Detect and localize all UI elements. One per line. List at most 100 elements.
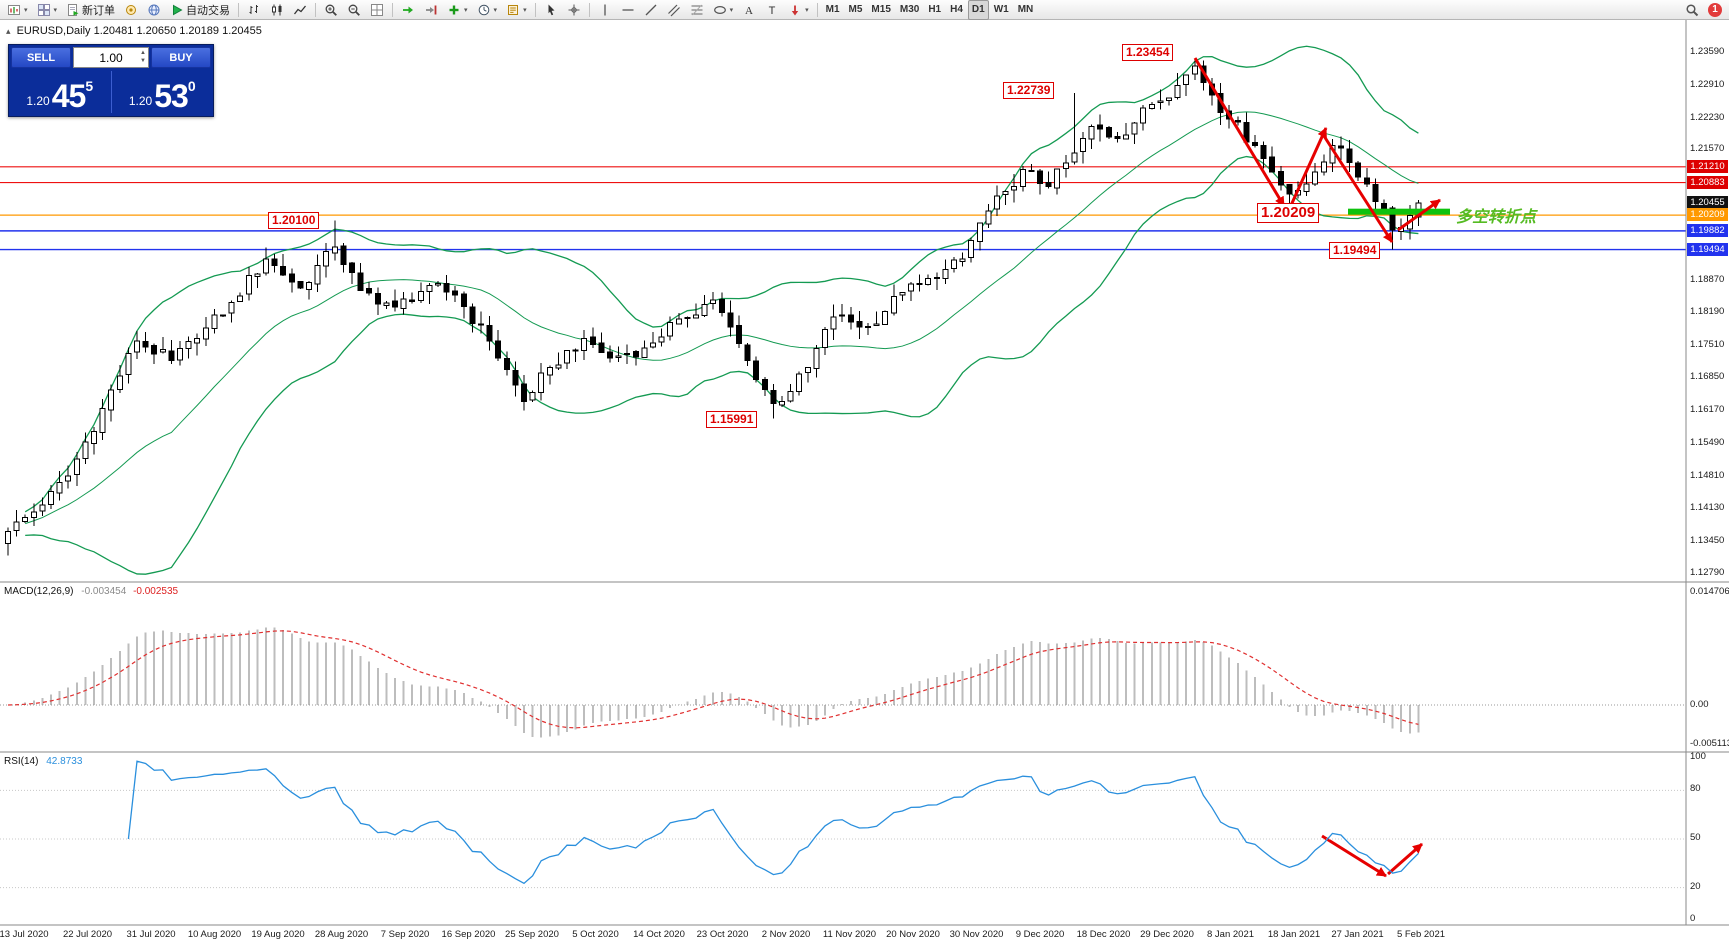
tf-m5[interactable]: M5 — [845, 0, 867, 20]
buy-button[interactable]: BUY — [151, 47, 211, 68]
toolbar-separator — [534, 2, 536, 17]
tf-h1-label: H1 — [928, 4, 942, 15]
tf-mn[interactable]: MN — [1014, 0, 1038, 20]
date-axis-label: 9 Dec 2020 — [1015, 929, 1065, 940]
price-annotation[interactable]: 1.23454 — [1122, 44, 1174, 61]
volume-stepper[interactable]: ▲ ▼ — [140, 49, 146, 65]
horizontal-line-button[interactable] — [617, 0, 639, 20]
date-axis-label: 18 Jan 2021 — [1267, 929, 1321, 940]
tile-windows-button[interactable] — [366, 0, 388, 20]
price-annotation[interactable]: 1.20100 — [268, 212, 320, 229]
price-annotation[interactable]: 1.20209 — [1257, 203, 1320, 223]
sell-price-button[interactable]: 1.20 45 5 — [9, 68, 111, 116]
collapse-icon[interactable]: ▴ — [6, 26, 11, 36]
trend-arrow[interactable] — [1322, 135, 1394, 243]
cursor-button[interactable] — [540, 0, 562, 20]
autotrading-button[interactable]: 自动交易 — [166, 0, 234, 20]
community-icon — [147, 3, 161, 17]
trendline-button[interactable] — [640, 0, 662, 20]
sell-button[interactable]: SELL — [11, 47, 71, 68]
horizontal-level-lines[interactable] — [0, 166, 1686, 251]
auto-scroll-icon — [401, 3, 415, 17]
text-button[interactable]: A — [738, 0, 760, 20]
trend-arrow[interactable] — [1193, 57, 1286, 207]
macd-signal-line — [7, 630, 1419, 729]
date-axis-label: 5 Oct 2020 — [572, 929, 619, 940]
chart-shift-button[interactable] — [420, 0, 442, 20]
trend-arrow[interactable] — [1397, 198, 1441, 232]
tf-m1[interactable]: M1 — [822, 0, 844, 20]
tf-h1[interactable]: H1 — [924, 0, 945, 20]
rsi-axis-label: 50 — [1690, 832, 1701, 843]
date-axis-label: 16 Sep 2020 — [441, 929, 496, 940]
tile-windows-icon — [370, 3, 384, 17]
cursor-icon — [544, 3, 558, 17]
trend-arrow[interactable] — [1387, 842, 1423, 876]
arrows-button[interactable]: ▾ — [784, 0, 813, 20]
stepper-up-icon[interactable]: ▲ — [140, 50, 146, 56]
price-divider — [110, 71, 112, 113]
rsi-line — [127, 760, 1419, 885]
metaeditor-button[interactable] — [120, 0, 142, 20]
line-chart-button[interactable] — [289, 0, 311, 20]
price-tag: 1.20883 — [1687, 175, 1728, 189]
price-axis-label: 1.16170 — [1690, 403, 1725, 415]
buy-price-button[interactable]: 1.20 53 0 — [112, 68, 214, 116]
channel-button[interactable] — [663, 0, 685, 20]
chevron-down-icon: ▾ — [729, 6, 734, 14]
tf-h4[interactable]: H4 — [946, 0, 967, 20]
auto-scroll-button[interactable] — [397, 0, 419, 20]
tf-w1[interactable]: W1 — [990, 0, 1013, 20]
volume-input[interactable]: 1.00 ▲ ▼ — [73, 47, 149, 68]
tf-m30[interactable]: M30 — [896, 0, 923, 20]
price-annotation[interactable]: 1.22739 — [1003, 82, 1055, 99]
periods-button[interactable]: ▾ — [473, 0, 502, 20]
chevron-down-icon: ▾ — [24, 6, 28, 14]
indicators-button[interactable]: ▾ — [443, 0, 472, 20]
date-axis-label: 7 Sep 2020 — [380, 929, 430, 940]
profiles-icon — [37, 3, 51, 17]
turning-point-label[interactable]: 多空转折点 — [1456, 209, 1537, 226]
metaeditor-icon — [124, 3, 138, 17]
tf-d1[interactable]: D1 — [967, 0, 989, 20]
stepper-down-icon[interactable]: ▼ — [140, 58, 146, 64]
zoom-out-button[interactable] — [343, 0, 365, 20]
date-axis-label: 22 Jul 2020 — [62, 929, 113, 940]
candle-chart-button[interactable] — [266, 0, 288, 20]
zoom-in-button[interactable] — [320, 0, 342, 20]
bar-chart-icon — [247, 3, 261, 17]
fibonacci-icon — [690, 3, 704, 17]
profiles-button[interactable]: ▾ — [33, 0, 62, 20]
tf-m1-label: M1 — [825, 4, 840, 15]
price-axis-label: 1.18190 — [1690, 306, 1725, 318]
crosshair-button[interactable] — [563, 0, 585, 20]
label-button[interactable]: T — [761, 0, 783, 20]
tf-d1-label: D1 — [971, 4, 985, 15]
notification-count: 1 — [1708, 2, 1722, 17]
new-chart-button[interactable]: ▾ — [3, 0, 32, 20]
price-annotation[interactable]: 1.15991 — [706, 411, 758, 428]
turning-point-bar[interactable] — [1348, 208, 1450, 215]
trend-arrow[interactable] — [1321, 834, 1387, 878]
tf-m15[interactable]: M15 — [867, 0, 894, 20]
templates-button[interactable]: ▾ — [502, 0, 531, 20]
indicators-icon — [447, 3, 461, 17]
chart-canvas[interactable] — [0, 20, 1729, 944]
horizontal-line-icon — [621, 3, 635, 17]
bar-chart-button[interactable] — [243, 0, 265, 20]
price-annotation[interactable]: 1.19494 — [1329, 242, 1381, 259]
search-button[interactable] — [1681, 0, 1703, 20]
community-button[interactable] — [143, 0, 165, 20]
vertical-line-button[interactable] — [594, 0, 616, 20]
fibonacci-button[interactable] — [686, 0, 708, 20]
one-click-trading-panel: SELL 1.00 ▲ ▼ BUY 1.20 45 5 1.20 53 0 — [8, 44, 214, 117]
rsi-value: 42.8733 — [46, 756, 83, 767]
shapes-button[interactable]: ▾ — [709, 0, 738, 20]
candle-chart-icon — [270, 3, 284, 17]
trend-arrow[interactable] — [1286, 127, 1328, 213]
macd-histogram — [15, 627, 1420, 738]
trend-arrows[interactable] — [1193, 57, 1441, 878]
notifications-button[interactable]: 1 — [1704, 0, 1726, 20]
tf-w1-label: W1 — [993, 4, 1009, 15]
new-order-button[interactable]: 新订单 — [62, 0, 119, 20]
